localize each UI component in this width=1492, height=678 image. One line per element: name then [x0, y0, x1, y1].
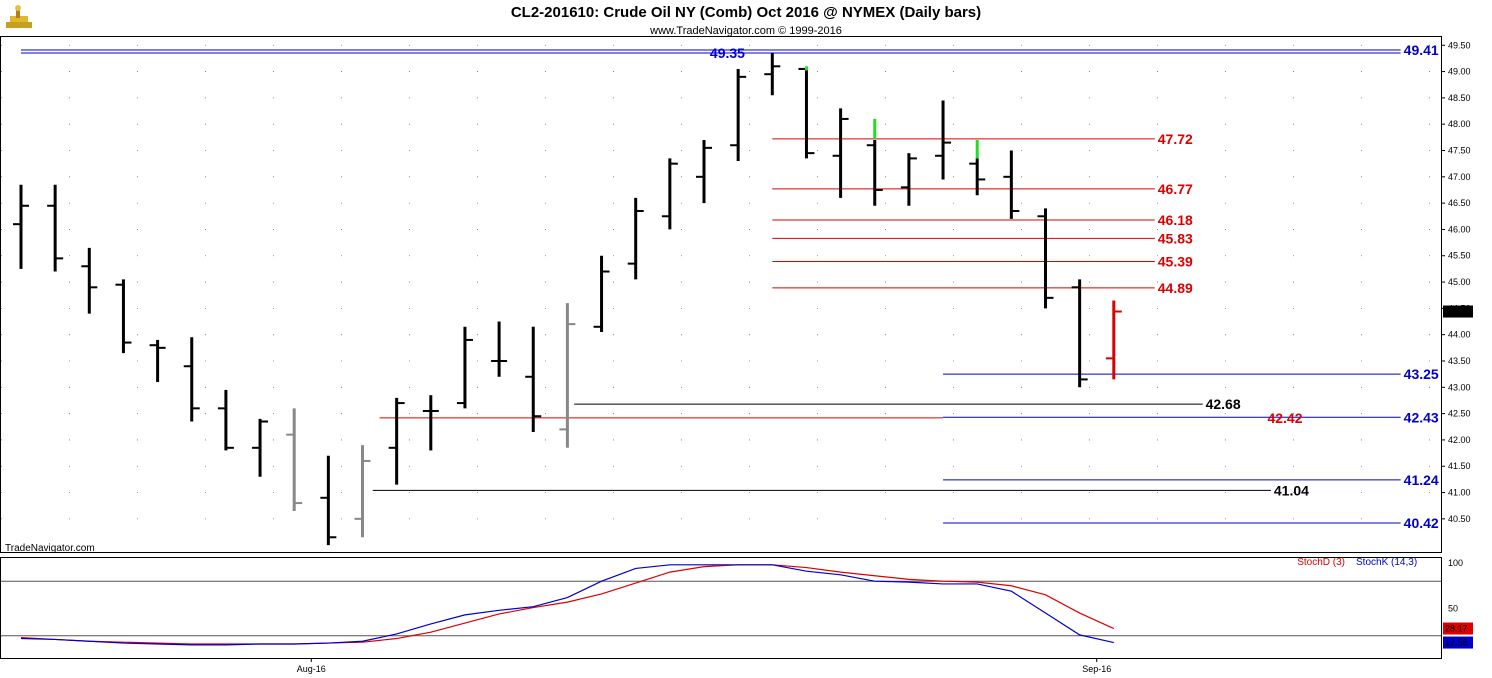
price-levels: 49.41 49.35 47.72 46.77 46.18 45.83 45.39 44.89…	[21, 42, 1439, 531]
ohlc-bar	[1071, 279, 1088, 388]
stochastic-tick-label: 50	[1448, 604, 1458, 614]
date-tick-label: Sep-16	[1082, 664, 1111, 674]
price-tick-label: 40.50	[1448, 514, 1471, 524]
price-tick-label: 43.50	[1448, 356, 1471, 366]
ohlc-bar	[115, 279, 132, 354]
chart-title: CL2-201610: Crude Oil NY (Comb) Oct 2016…	[511, 4, 981, 21]
ohlc-bar	[149, 339, 166, 383]
level-label: 49.41	[1404, 42, 1439, 58]
price-tick-label: 46.00	[1448, 224, 1471, 234]
ohlc-bar	[1037, 208, 1054, 309]
ohlc-bar	[593, 255, 610, 333]
level-label: 43.25	[1404, 366, 1439, 382]
price-tick-label: 42.50	[1448, 409, 1471, 419]
price-tick-label: 42.00	[1448, 435, 1471, 445]
stoch-d-legend: StochD (3)	[1297, 557, 1345, 568]
stoch-k-legend: StochK (14,3)	[1356, 557, 1417, 568]
date-axis: Aug-16 Sep-16	[297, 658, 1111, 674]
last-price-label: 44.44	[1445, 307, 1468, 317]
price-tick-label: 49.50	[1448, 40, 1471, 50]
stoch-last-box	[1443, 636, 1473, 649]
stochastic-panel: 100 50 28.17 12.58 StochD (3) StochK (14,3)	[1, 557, 1473, 649]
ohlc-bar	[764, 53, 781, 96]
ohlc-bar	[832, 108, 849, 198]
stochastic-tick-label: 100	[1448, 558, 1463, 568]
trade-navigator-logo-icon	[6, 5, 32, 28]
price-tick-label: 46.50	[1448, 198, 1471, 208]
level-label: 42.42	[1267, 410, 1302, 426]
ohlc-bar	[354, 445, 371, 538]
stochastic-panel-frame	[0, 557, 1442, 659]
ohlc-bar	[286, 408, 303, 511]
price-tick-label: 45.00	[1448, 277, 1471, 287]
ohlc-bar	[559, 303, 576, 448]
level-label: 40.42	[1404, 515, 1439, 531]
price-bars	[13, 53, 1122, 546]
level-label: 42.68	[1206, 396, 1241, 412]
price-tick-label: 45.50	[1448, 251, 1471, 261]
ohlc-bar	[969, 158, 986, 196]
stoch-last-label: 12.58	[1445, 638, 1468, 648]
level-label: 46.77	[1158, 181, 1193, 197]
ohlc-bar	[81, 247, 98, 314]
price-tick-label: 41.00	[1448, 488, 1471, 498]
price-tick-label: 48.50	[1448, 93, 1471, 103]
ohlc-bar	[183, 337, 200, 422]
last-price-box	[1443, 305, 1473, 318]
ohlc-bar	[1105, 300, 1122, 380]
ohlc-bar	[900, 153, 917, 206]
stoch-d-line	[20, 564, 1115, 645]
ohlc-bar	[661, 158, 678, 230]
ohlc-bar	[320, 455, 337, 546]
price-tick-label: 44.00	[1448, 330, 1471, 340]
ohlc-bar	[422, 395, 439, 451]
ohlc-bar	[491, 321, 508, 377]
ohlc-bar	[525, 326, 542, 433]
level-label: 45.83	[1158, 230, 1193, 246]
price-tick-label: 49.00	[1448, 67, 1471, 77]
ohlc-bar	[13, 184, 29, 269]
ohlc-bar	[627, 197, 644, 280]
level-label: 41.24	[1404, 472, 1439, 488]
level-label: 42.43	[1404, 409, 1439, 425]
price-tick-label: 48.00	[1448, 119, 1471, 129]
ohlc-bar	[730, 68, 747, 162]
ohlc-bar	[47, 184, 64, 272]
date-tick-label: Aug-16	[297, 664, 326, 674]
ohlc-bar	[252, 418, 269, 477]
ohlc-bar	[1003, 150, 1020, 219]
price-tick-label: 47.50	[1448, 146, 1471, 156]
level-label: 47.72	[1158, 131, 1193, 147]
chart-subtitle: www.TradeNavigator.com © 1999-2016	[649, 25, 842, 37]
price-grid	[1, 44, 1441, 520]
ohlc-bar	[798, 67, 815, 159]
level-label: 46.18	[1158, 212, 1193, 228]
level-label: 44.89	[1158, 280, 1193, 296]
price-axis: 40.50 41.00 41.50 42.00 42.50 43.00 43.50 44.00…	[1441, 40, 1473, 524]
ohlc-bar	[696, 139, 712, 204]
level-label: 49.35	[710, 45, 745, 61]
stoch-last-box	[1443, 622, 1473, 635]
price-tick-label: 47.00	[1448, 172, 1471, 182]
ohlc-bar	[866, 139, 883, 206]
ohlc-bar	[388, 397, 405, 485]
ohlc-bar	[456, 326, 473, 409]
price-tick-label: 43.00	[1448, 382, 1471, 392]
ohlc-bar	[217, 389, 234, 451]
stoch-k-line	[20, 564, 1114, 646]
stoch-last-label: 28.17	[1445, 624, 1468, 634]
price-panel-frame	[0, 36, 1442, 553]
price-tick-label: 41.50	[1448, 461, 1471, 471]
watermark-text: TradeNavigator.com	[5, 543, 95, 554]
ohlc-bar	[935, 100, 952, 180]
level-label: 45.39	[1158, 254, 1193, 270]
level-label: 41.04	[1274, 482, 1309, 498]
